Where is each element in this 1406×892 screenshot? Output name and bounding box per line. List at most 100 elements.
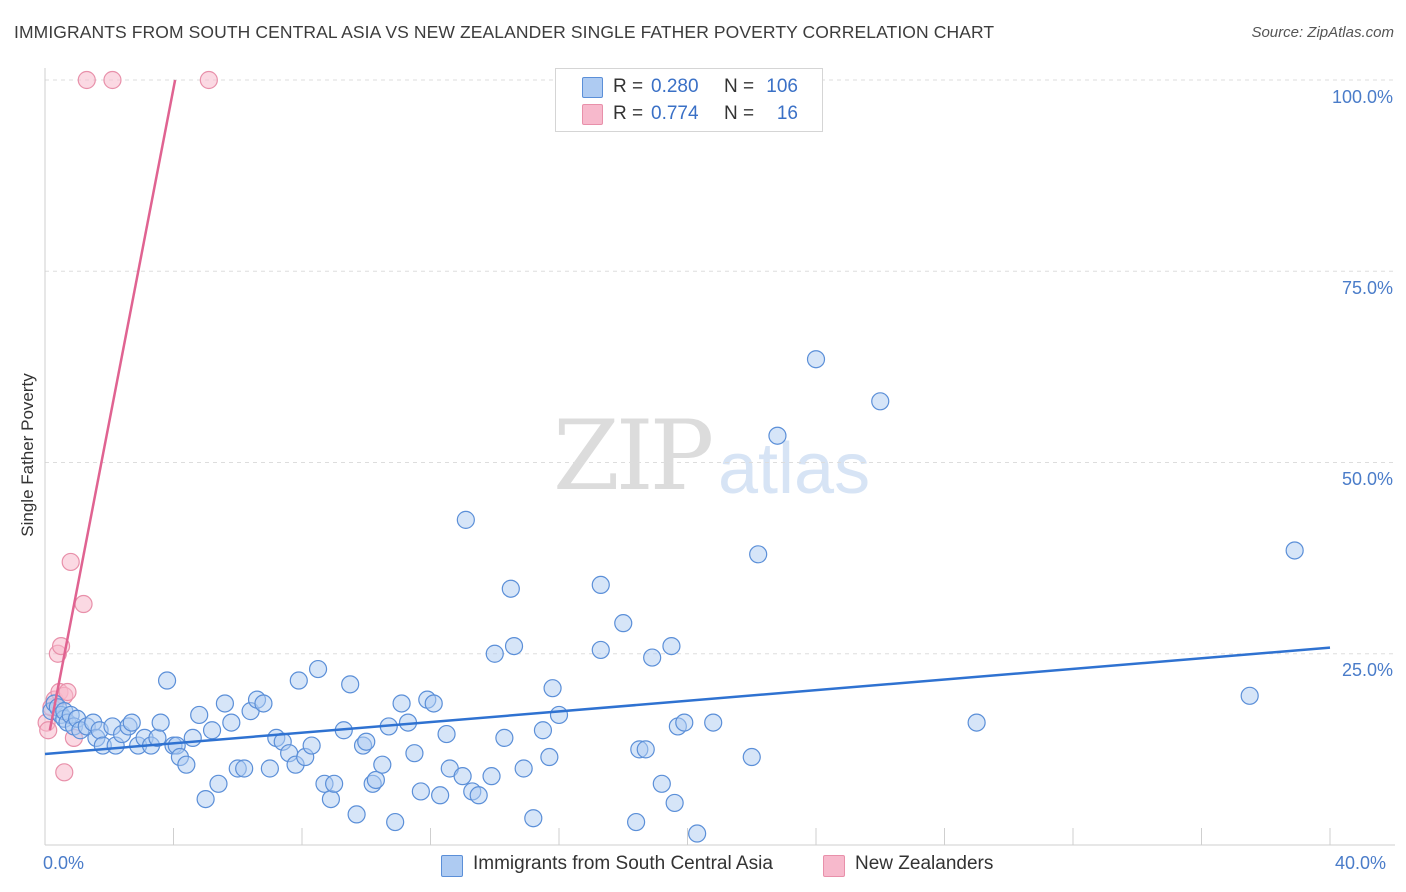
data-point-south-central-asia <box>456 510 475 529</box>
data-point-south-central-asia <box>183 728 202 748</box>
data-point-south-central-asia <box>341 675 360 694</box>
data-point-new-zealanders <box>74 594 93 614</box>
data-point-south-central-asia <box>501 579 520 598</box>
data-point-south-central-asia <box>482 767 501 786</box>
legend-label: Immigrants from South Central Asia <box>473 853 773 874</box>
data-point-new-zealanders <box>39 721 58 740</box>
chart-source: Source: ZipAtlas.com <box>1251 24 1394 41</box>
stats-r-value: 0.280 <box>651 76 699 97</box>
gridlines <box>45 79 1395 655</box>
data-point-south-central-asia <box>325 774 344 793</box>
data-point-south-central-asia <box>524 809 543 828</box>
stats-n-value: 16 <box>776 103 798 124</box>
data-point-south-central-asia <box>437 724 456 744</box>
series-south-central-asia <box>42 350 1304 843</box>
data-point-new-zealanders <box>58 682 77 702</box>
data-point-south-central-asia <box>806 350 826 369</box>
data-point-south-central-asia <box>675 713 694 732</box>
data-point-south-central-asia <box>373 755 392 774</box>
y-axis-title: Single Father Poverty <box>18 373 37 537</box>
data-point-south-central-asia <box>652 774 671 793</box>
data-point-south-central-asia <box>662 636 681 656</box>
data-point-south-central-asia <box>151 713 170 732</box>
data-point-south-central-asia <box>626 812 646 832</box>
y-tick-label: 25.0% <box>1341 660 1393 680</box>
stats-r-label: R = <box>613 76 644 97</box>
data-point-south-central-asia <box>215 694 234 713</box>
data-point-south-central-asia <box>549 705 569 725</box>
data-point-south-central-asia <box>495 728 514 748</box>
x-tick-label: 40.0% <box>1335 853 1387 873</box>
data-point-south-central-asia <box>431 786 450 805</box>
stats-n-label: N = <box>724 76 755 97</box>
stats-r-value: 0.774 <box>651 103 699 124</box>
data-point-south-central-asia <box>688 824 707 843</box>
data-point-south-central-asia <box>254 694 273 713</box>
stats-box: R = 0.280 N = 106 R = 0.774 N = 16 <box>555 68 823 132</box>
data-point-new-zealanders <box>55 763 74 782</box>
data-point-new-zealanders <box>199 70 218 90</box>
data-point-south-central-asia <box>504 636 524 656</box>
data-point-south-central-asia <box>321 789 341 809</box>
data-point-south-central-asia <box>614 614 633 633</box>
data-point-south-central-asia <box>347 805 366 824</box>
data-point-south-central-asia <box>308 659 328 679</box>
data-point-south-central-asia <box>289 671 308 690</box>
data-point-south-central-asia <box>591 575 610 595</box>
data-point-south-central-asia <box>157 671 177 690</box>
data-point-south-central-asia <box>357 732 376 751</box>
data-point-south-central-asia <box>469 786 488 805</box>
data-point-south-central-asia <box>222 713 241 732</box>
stats-n-label: N = <box>724 103 755 124</box>
data-point-south-central-asia <box>209 774 228 793</box>
stats-row-pink: R = 0.774 N = 16 <box>556 101 822 127</box>
regression-lines <box>44 79 1331 756</box>
data-point-south-central-asia <box>411 782 430 801</box>
data-point-south-central-asia <box>704 713 723 732</box>
regression-line-new-zealanders <box>48 79 177 731</box>
legend-swatch-blue <box>441 855 463 877</box>
data-point-south-central-asia <box>453 767 472 786</box>
data-point-south-central-asia <box>196 789 215 809</box>
data-point-south-central-asia <box>643 648 662 667</box>
data-point-south-central-asia <box>514 759 533 778</box>
data-point-south-central-asia <box>591 640 610 660</box>
data-point-south-central-asia <box>386 812 405 832</box>
data-point-south-central-asia <box>1240 686 1259 705</box>
data-point-south-central-asia <box>1285 541 1304 560</box>
watermark-atlas: atlas <box>718 429 871 509</box>
stats-swatch-blue <box>582 77 603 98</box>
data-point-new-zealanders <box>77 70 96 90</box>
data-point-south-central-asia <box>636 740 655 759</box>
watermark-zip: ZIP <box>553 400 714 512</box>
y-tick-label: 100.0% <box>1331 87 1393 107</box>
data-point-south-central-asia <box>405 744 424 763</box>
regression-line-south-central-asia <box>44 646 1331 756</box>
data-point-south-central-asia <box>768 426 787 445</box>
legend-label: New Zealanders <box>855 853 994 874</box>
data-point-south-central-asia <box>742 747 761 767</box>
stats-row-blue: R = 0.280 N = 106 <box>556 74 822 100</box>
data-point-south-central-asia <box>749 545 768 564</box>
data-point-south-central-asia <box>260 759 279 778</box>
y-tick-label: 75.0% <box>1341 278 1393 298</box>
data-point-south-central-asia <box>424 694 443 713</box>
data-point-south-central-asia <box>392 694 411 713</box>
legend-swatch-pink <box>823 855 845 877</box>
data-point-south-central-asia <box>485 644 504 663</box>
x-tick-label: 0.0% <box>43 853 85 873</box>
data-point-south-central-asia <box>190 705 209 725</box>
chart-title: IMMIGRANTS FROM SOUTH CENTRAL ASIA VS NE… <box>14 22 995 42</box>
stats-swatch-pink <box>582 104 603 125</box>
data-point-new-zealanders <box>61 552 80 572</box>
data-point-south-central-asia <box>235 759 254 778</box>
data-point-south-central-asia <box>177 755 196 774</box>
data-point-new-zealanders <box>103 70 122 90</box>
y-tick-label: 50.0% <box>1341 469 1393 489</box>
data-point-south-central-asia <box>543 679 562 698</box>
series-new-zealanders <box>37 70 218 782</box>
data-point-south-central-asia <box>967 713 986 732</box>
data-point-south-central-asia <box>540 747 559 767</box>
data-point-south-central-asia <box>533 721 553 740</box>
